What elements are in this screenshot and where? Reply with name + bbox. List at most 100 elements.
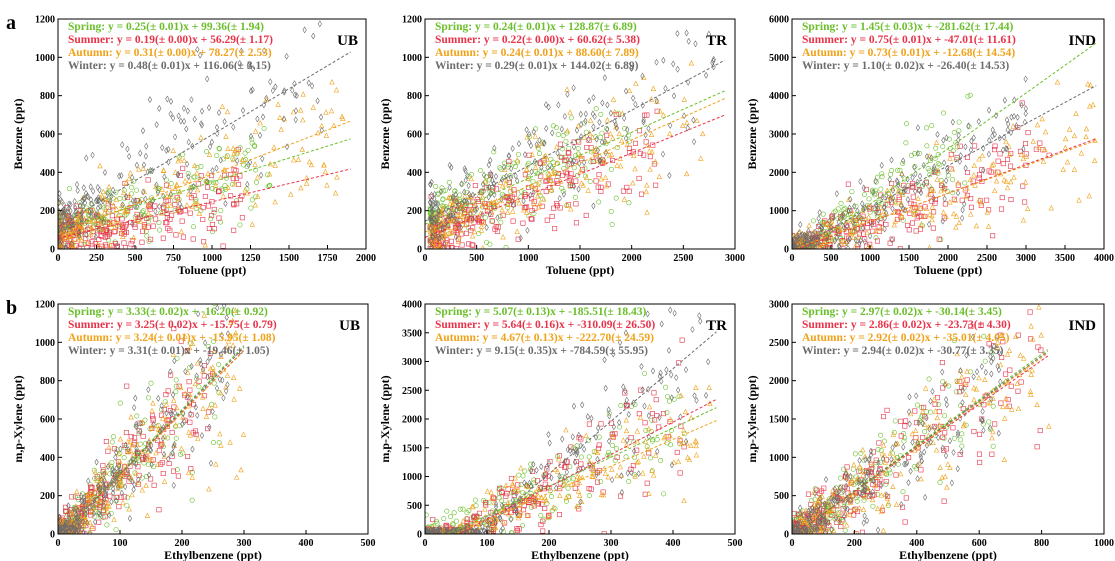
data-point — [586, 97, 592, 105]
data-point — [260, 155, 265, 163]
data-point — [145, 202, 151, 208]
fit-lines — [446, 331, 717, 534]
data-point — [116, 450, 122, 457]
data-point — [855, 233, 862, 240]
data-point — [964, 192, 970, 198]
data-point — [451, 211, 456, 219]
data-point — [262, 47, 267, 55]
data-point — [66, 514, 72, 522]
data-point — [835, 503, 841, 509]
data-point — [220, 193, 227, 199]
data-point — [457, 192, 463, 198]
data-point — [618, 402, 624, 408]
data-point — [222, 183, 228, 189]
data-point — [525, 226, 530, 234]
data-point — [682, 112, 687, 120]
data-point — [913, 228, 919, 234]
data-point — [123, 483, 128, 491]
data-point — [168, 372, 174, 378]
data-point — [514, 157, 520, 163]
x-tick-label: 1500 — [570, 253, 590, 264]
data-point — [180, 234, 186, 240]
data-point — [239, 156, 246, 162]
data-point — [212, 293, 216, 297]
data-point — [175, 195, 181, 202]
data-point — [963, 193, 969, 200]
data-point — [174, 467, 180, 473]
data-point — [941, 136, 946, 144]
data-point — [102, 495, 107, 503]
data-point — [240, 431, 247, 437]
data-point — [64, 216, 70, 224]
y-tick-label: 500 — [407, 501, 422, 512]
data-point — [542, 494, 548, 501]
data-point — [462, 192, 468, 199]
data-point — [681, 444, 687, 450]
data-point — [570, 433, 575, 441]
data-point — [222, 304, 227, 309]
data-point — [211, 206, 217, 212]
data-point — [181, 157, 187, 163]
data-point — [849, 189, 855, 195]
data-point — [859, 215, 864, 223]
data-point — [607, 437, 612, 445]
data-point — [583, 117, 588, 125]
data-point — [937, 162, 943, 168]
data-point — [113, 527, 119, 533]
x-tick-label: 0 — [423, 253, 428, 264]
data-point — [588, 145, 594, 151]
data-point — [642, 402, 647, 410]
data-point — [471, 515, 477, 521]
data-point — [107, 221, 114, 227]
data-point — [516, 199, 522, 206]
data-point — [1006, 120, 1011, 128]
data-point — [205, 178, 210, 186]
equation-spring: Spring: y = 0.24(± 0.01)x + 128.87(± 6.8… — [435, 21, 637, 33]
data-point — [568, 181, 574, 187]
data-point — [588, 159, 594, 165]
data-point — [315, 129, 321, 136]
data-point — [120, 499, 126, 506]
x-tick-label: 1000 — [202, 253, 222, 264]
data-point — [438, 188, 444, 195]
data-point — [102, 477, 107, 485]
data-point — [575, 138, 581, 144]
data-point — [614, 162, 620, 168]
data-point — [160, 415, 166, 421]
data-point — [429, 243, 434, 249]
data-point — [173, 383, 179, 389]
data-point — [224, 108, 231, 115]
data-point — [143, 152, 148, 160]
fit-line-autumn — [58, 120, 351, 235]
data-point — [154, 121, 159, 129]
data-point — [185, 469, 192, 476]
data-point — [542, 505, 548, 511]
data-point — [686, 37, 691, 45]
data-point — [940, 144, 946, 150]
data-point — [797, 228, 803, 234]
data-point — [147, 96, 153, 104]
data-point — [952, 197, 959, 203]
data-point — [493, 500, 499, 508]
data-point — [105, 189, 111, 195]
data-point — [634, 428, 640, 434]
data-point — [634, 459, 640, 465]
data-point — [71, 505, 76, 513]
data-point — [428, 526, 433, 533]
data-point — [965, 93, 971, 99]
data-point — [499, 489, 505, 495]
data-point — [808, 238, 813, 246]
data-point — [255, 115, 260, 123]
data-point — [428, 237, 434, 245]
data-point — [650, 142, 656, 148]
data-point — [935, 161, 941, 167]
data-point — [131, 456, 137, 462]
data-point — [554, 484, 559, 492]
x-tick-label: 100 — [113, 538, 128, 549]
data-point — [796, 235, 802, 242]
data-point — [448, 238, 454, 244]
data-point — [619, 110, 626, 116]
data-point — [295, 156, 302, 162]
data-point — [593, 433, 599, 441]
data-point — [556, 101, 561, 109]
